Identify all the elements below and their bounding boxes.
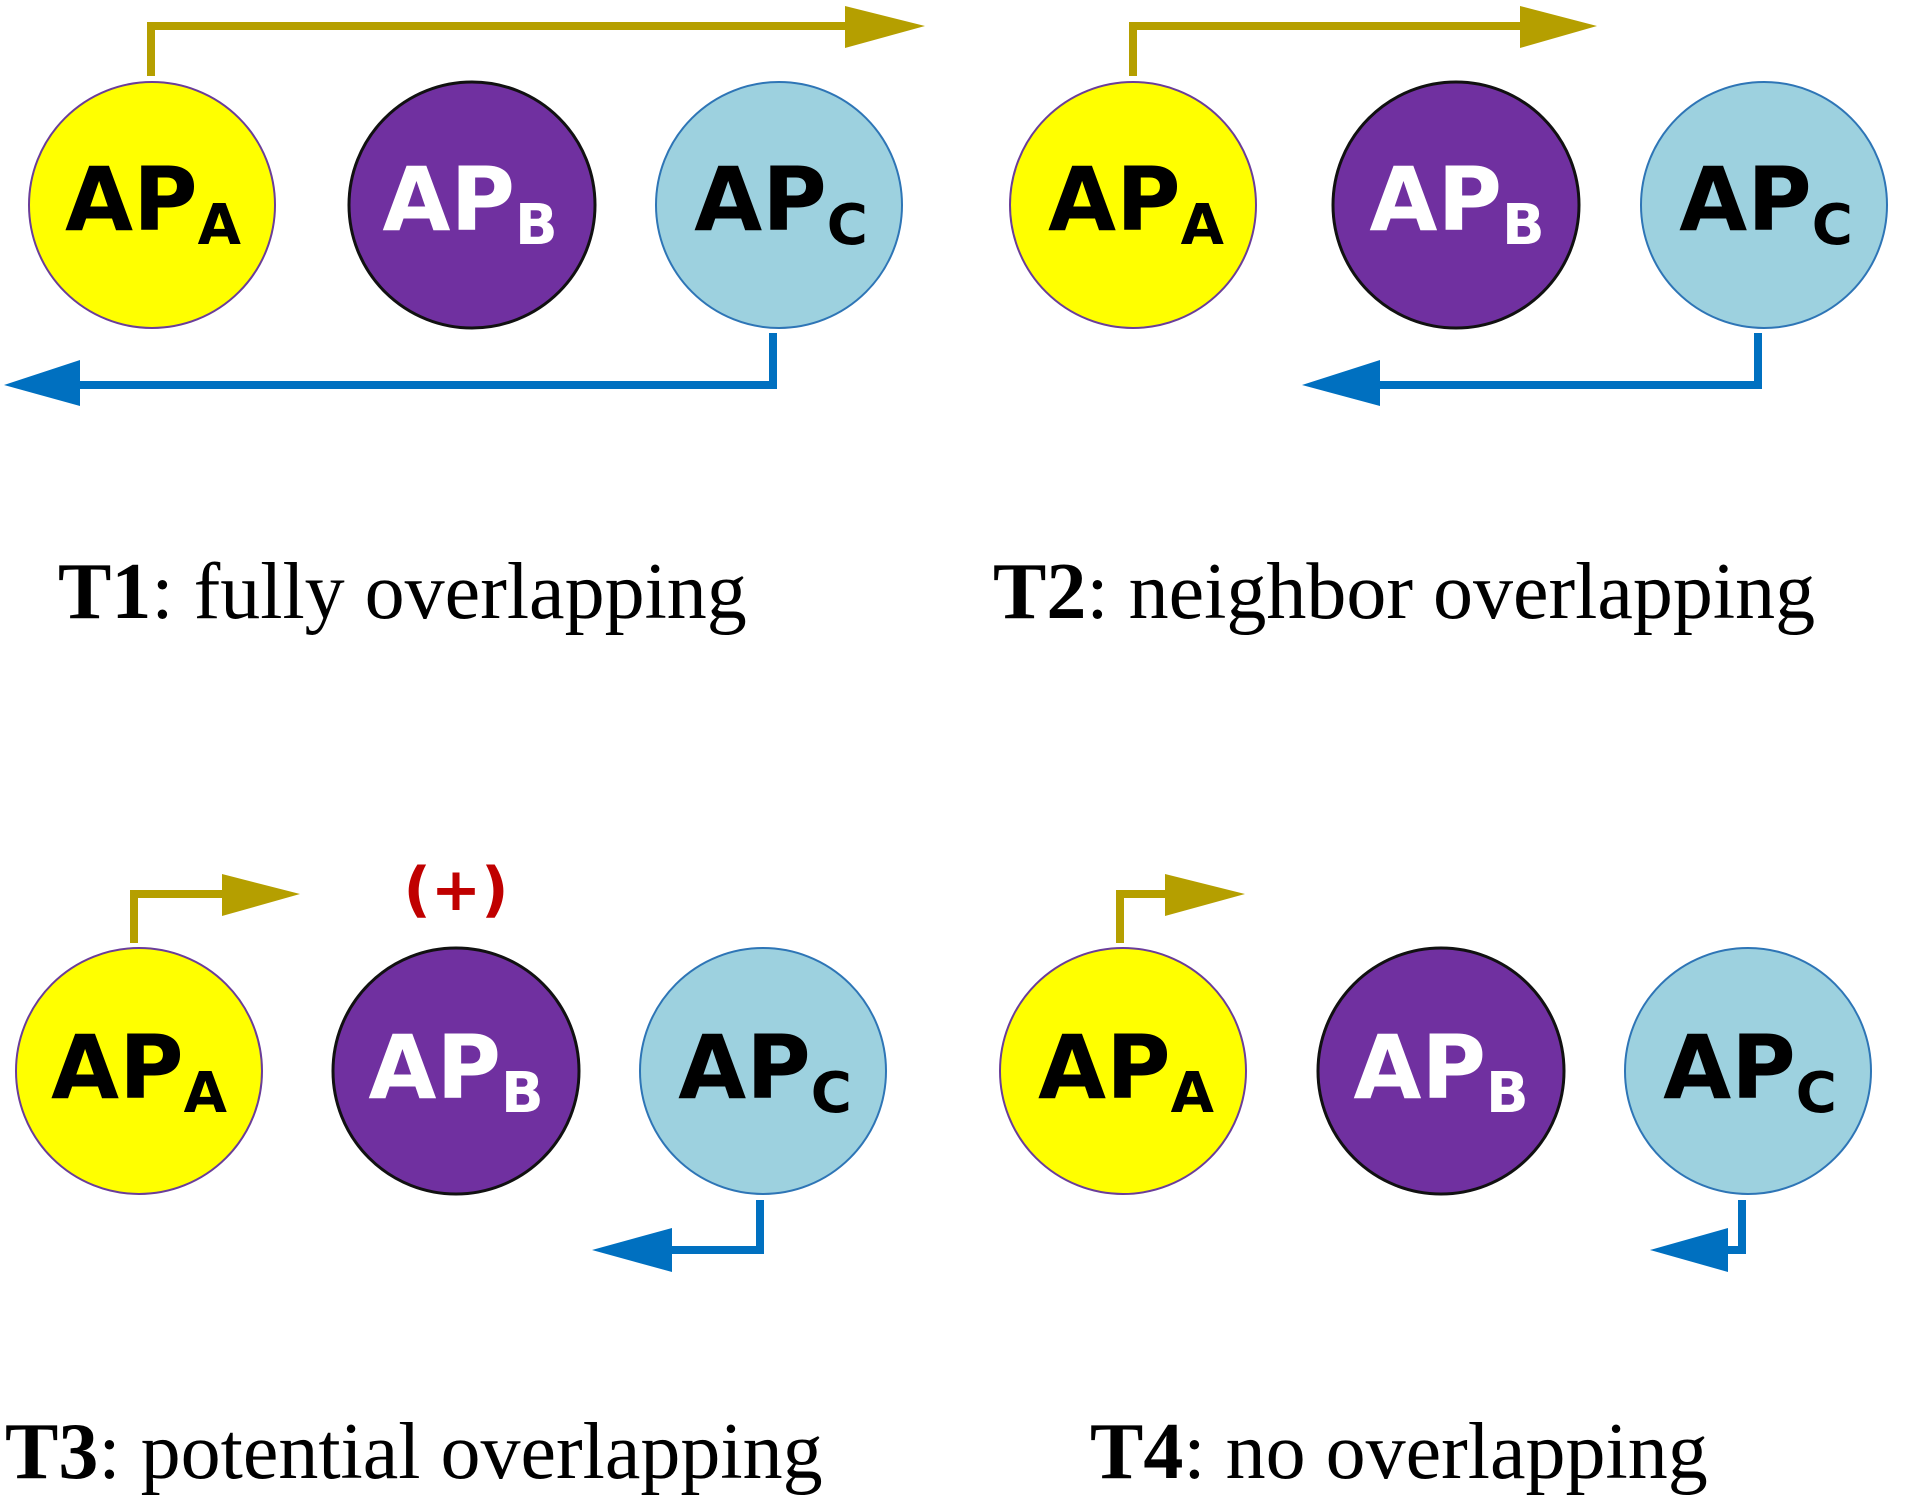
t3-right-arrow-head xyxy=(222,874,300,916)
t3-plus-marker: (+) xyxy=(403,855,508,925)
t3-ap-c-node xyxy=(639,947,887,1195)
t4-caption: T4: no overlapping xyxy=(1090,1408,1708,1496)
t1-ap-c-label: APC xyxy=(694,148,868,258)
t4-ap-b-node xyxy=(1316,946,1566,1196)
t1-ap-c-node xyxy=(655,81,903,329)
t3-ap-c-label: APC xyxy=(678,1016,852,1126)
t2-left-arrow-line xyxy=(1370,333,1762,389)
panel-t4: APA APB APC T4: no overlapping xyxy=(999,874,1872,1496)
t2-ap-b-label: APB xyxy=(1369,148,1544,258)
t1-right-arrow-head xyxy=(845,6,925,48)
panel-t2: APA APB APC T2: neighbor overlapping xyxy=(993,6,1888,636)
t2-caption: T2: neighbor overlapping xyxy=(993,548,1815,636)
t2-ap-b-node xyxy=(1331,80,1581,330)
t4-ap-a-node xyxy=(999,947,1247,1195)
t1-left-arrow-line xyxy=(70,333,777,389)
t3-ap-a-label: APA xyxy=(51,1016,228,1126)
t4-ap-b-label: APB xyxy=(1353,1016,1528,1126)
t1-right-arrow-line xyxy=(147,22,855,76)
t1-left-arrow-head xyxy=(4,360,80,406)
panel-t1: APA APB APC T1: fully overlapping xyxy=(4,6,925,636)
t2-ap-c-node xyxy=(1640,81,1888,329)
panel-t3: (+) APA APB APC T3: potential overlappin… xyxy=(5,855,887,1496)
t2-right-arrow-line xyxy=(1129,22,1528,76)
t1-ap-b-node xyxy=(347,80,597,330)
t4-ap-a-label: APA xyxy=(1038,1016,1215,1126)
t4-left-arrow-head xyxy=(1650,1228,1728,1272)
t3-ap-b-label: APB xyxy=(368,1016,543,1126)
t3-left-arrow-line xyxy=(665,1200,764,1254)
t4-ap-c-node xyxy=(1624,947,1872,1195)
t2-ap-a-label: APA xyxy=(1048,148,1225,258)
t3-ap-b-node xyxy=(331,946,581,1196)
t1-caption: T1: fully overlapping xyxy=(58,548,747,636)
t4-right-arrow-line xyxy=(1116,890,1170,943)
t1-ap-a-node xyxy=(28,81,276,329)
t4-ap-c-label: APC xyxy=(1663,1016,1837,1126)
t3-ap-a-node xyxy=(15,947,263,1195)
t2-ap-a-node xyxy=(1009,81,1257,329)
t3-right-arrow-line xyxy=(130,890,230,943)
t3-left-arrow-head xyxy=(592,1228,672,1272)
t3-caption: T3: potential overlapping xyxy=(5,1408,823,1496)
t1-ap-b-label: APB xyxy=(382,148,557,258)
t2-right-arrow-head xyxy=(1520,6,1597,48)
t2-left-arrow-head xyxy=(1302,360,1380,406)
t2-ap-c-label: APC xyxy=(1679,148,1853,258)
t4-right-arrow-head xyxy=(1165,874,1245,916)
t1-ap-a-label: APA xyxy=(65,148,242,258)
